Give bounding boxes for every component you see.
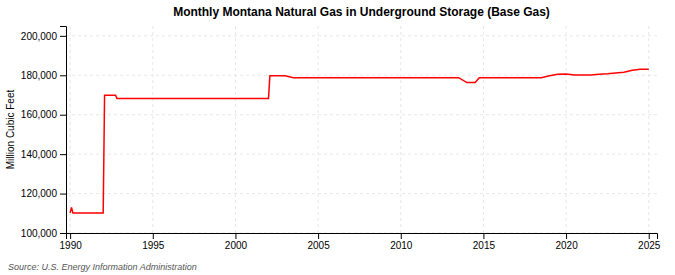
grid-line-x	[648, 26, 649, 233]
y-tick-mark	[60, 75, 66, 76]
chart: 19901995200020052010201520202025100,0001…	[0, 0, 675, 275]
x-axis-line	[67, 234, 658, 240]
grid-line-y	[66, 114, 657, 115]
y-tick-label: 120,000	[21, 188, 58, 199]
y-tick-mark	[60, 194, 66, 195]
x-tick-mark	[235, 233, 236, 239]
x-tick: 2010	[390, 233, 413, 251]
y-tick: 120,000	[21, 188, 66, 199]
y-tick-mark	[60, 36, 66, 37]
grid-line-x	[70, 26, 71, 233]
x-tick: 1990	[60, 233, 83, 251]
y-tick-label: 100,000	[21, 228, 58, 239]
y-tick-mark	[60, 115, 66, 116]
x-tick: 2025	[638, 233, 661, 251]
grid-line-y	[66, 193, 657, 194]
grid	[66, 26, 657, 233]
y-tick: 100,000	[21, 228, 66, 239]
x-tick-mark	[566, 233, 567, 239]
y-tick-label: 140,000	[21, 149, 58, 160]
y-tick-label: 200,000	[21, 31, 58, 42]
marks	[70, 69, 649, 213]
y-axis: 100,000 120,000 140,000 160,000 180,000 200,0…	[21, 27, 67, 239]
x-tick: 2020	[555, 233, 578, 251]
grid-line-x	[235, 26, 236, 233]
grid-line-x	[566, 26, 567, 233]
x-tick-mark	[401, 233, 402, 239]
plot: 19901995200020052010201520202025100,0001…	[21, 26, 661, 251]
y-tick: 180,000	[21, 70, 66, 81]
y-tick-label: 180,000	[21, 70, 58, 81]
x-tick-label: 2005	[307, 240, 330, 251]
x-tick: 2000	[225, 233, 248, 251]
x-tick-mark	[70, 233, 71, 239]
x-tick-label: 1990	[60, 240, 83, 251]
x-tick: 1995	[142, 233, 165, 251]
x-tick-label: 2020	[555, 240, 578, 251]
y-tick-label: 160,000	[21, 109, 58, 120]
y-tick-mark	[60, 233, 66, 234]
x-axis: 1990 1995 2000 2005 2010 2015 2020 2025	[60, 233, 661, 251]
y-axis-title: Million Cubic Feet	[5, 90, 16, 170]
x-tick-label: 2015	[473, 240, 496, 251]
y-tick: 140,000	[21, 149, 66, 160]
y-tick: 200,000	[21, 31, 66, 42]
x-tick-mark	[153, 233, 154, 239]
title: Monthly Montana Natural Gas in Undergrou…	[173, 5, 550, 19]
grid-line-x	[152, 26, 153, 233]
x-tick-label: 1995	[142, 240, 165, 251]
grid-line-x	[400, 26, 401, 233]
x-tick-mark	[649, 233, 650, 239]
x-tick-mark	[483, 233, 484, 239]
grid-line-y	[66, 75, 657, 76]
x-tick: 2015	[473, 233, 496, 251]
y-axis-line	[60, 27, 67, 234]
grid-line-y	[66, 35, 657, 36]
x-tick-label: 2000	[225, 240, 248, 251]
x-tick-label: 2010	[390, 240, 413, 251]
grid-line-y	[66, 154, 657, 155]
x-tick: 2005	[307, 233, 330, 251]
y-tick: 160,000	[21, 109, 66, 120]
x-tick-mark	[318, 233, 319, 239]
source-note: Source: U.S. Energy Information Administ…	[8, 262, 197, 272]
y-tick-mark	[60, 154, 66, 155]
grid-line-x	[318, 26, 319, 233]
series-line	[70, 69, 649, 213]
grid-line-x	[483, 26, 484, 233]
x-tick-label: 2025	[638, 240, 661, 251]
